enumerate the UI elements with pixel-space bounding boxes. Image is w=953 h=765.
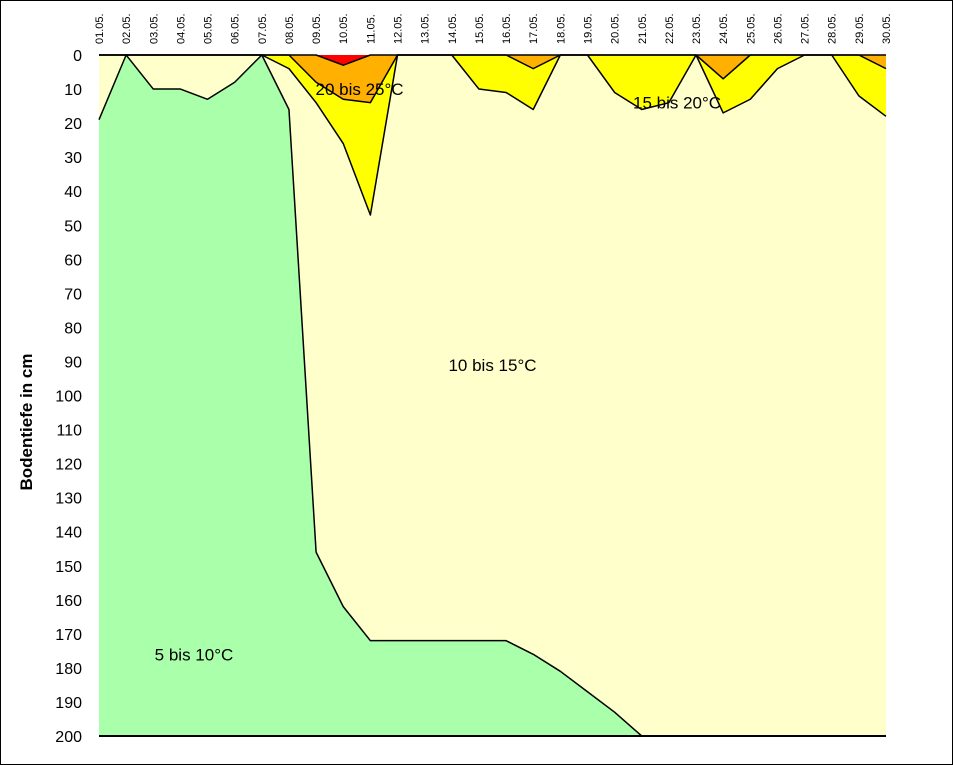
x-tick-label: 15.05. [474,13,486,44]
y-tick-label: 120 [55,457,82,474]
x-tick-label: 21.05. [637,13,649,44]
x-tick-label: 03.05. [148,13,160,44]
zone-label: 5 bis 10°C [155,645,234,664]
y-tick-label: 50 [64,218,82,235]
x-tick-label: 28.05. [827,13,839,44]
y-tick-label: 200 [55,729,82,746]
zone-label: 20 bis 25°C [315,80,403,99]
zone-label: 10 bis 15°C [448,356,536,375]
y-tick-label: 70 [64,286,82,303]
x-tick-label: 08.05. [284,13,296,44]
x-tick-label: 13.05. [420,13,432,44]
x-axis-ticks: 01.05. 02.05. 03.05. 04.05. 05.05. 06.05. 07.0… [94,13,893,44]
x-tick-label: 11.05. [365,14,377,44]
x-tick-label: 12.05. [393,13,405,44]
x-tick-label: 17.05. [528,13,540,44]
x-tick-label: 24.05. [718,13,730,44]
x-tick-label: 27.05. [800,13,812,44]
y-axis-ticks: 0 10 20 30 40 50 60 70 80 90 100 110 120 130 140 150 160… [55,48,82,746]
x-tick-label: 06.05. [230,13,242,44]
y-tick-label: 0 [73,48,82,65]
x-tick-label: 20.05. [610,13,622,44]
y-tick-label: 140 [55,525,82,542]
area-2 [99,55,886,216]
x-tick-label: 07.05. [257,13,269,44]
y-tick-label: 190 [55,695,82,712]
y-tick-label: 20 [64,116,82,133]
x-tick-label: 30.05. [881,13,893,44]
zone-labels: 5 bis 10°C 10 bis 15°C 15 bis 20°C 20 bis 2… [155,80,721,664]
x-tick-label: 22.05. [664,13,676,44]
y-tick-label: 110 [56,423,82,440]
y-tick-label: 40 [64,184,82,201]
x-tick-label: 10.05. [338,13,350,44]
y-tick-label: 130 [55,491,82,508]
y-tick-label: 90 [64,354,82,371]
y-axis-title: Bodentiefe in cm [17,354,36,491]
y-tick-label: 180 [55,661,82,678]
x-tick-label: 14.05. [447,13,459,44]
y-tick-label: 160 [55,593,82,610]
y-tick-label: 80 [64,320,82,337]
x-tick-label: 09.05. [311,13,323,44]
x-tick-label: 23.05. [691,13,703,44]
y-tick-label: 150 [55,559,82,576]
x-tick-label: 19.05. [582,13,594,44]
x-tick-label: 18.05. [555,13,567,44]
y-tick-label: 170 [55,627,82,644]
x-tick-label: 04.05. [175,13,187,44]
x-tick-label: 02.05. [121,13,133,44]
x-tick-label: 05.05. [203,13,215,44]
boundary-line-4 [99,54,886,66]
x-tick-label: 25.05. [745,13,757,44]
y-tick-label: 60 [64,252,82,269]
zone-label: 15 bis 20°C [633,94,721,113]
x-tick-label: 26.05. [772,13,784,44]
y-tick-label: 10 [64,82,82,99]
y-tick-label: 30 [64,150,82,167]
y-tick-label: 100 [55,389,82,406]
x-tick-label: 29.05. [854,13,866,44]
x-tick-label: 16.05. [501,13,513,44]
x-tick-label: 01.05. [94,13,106,44]
